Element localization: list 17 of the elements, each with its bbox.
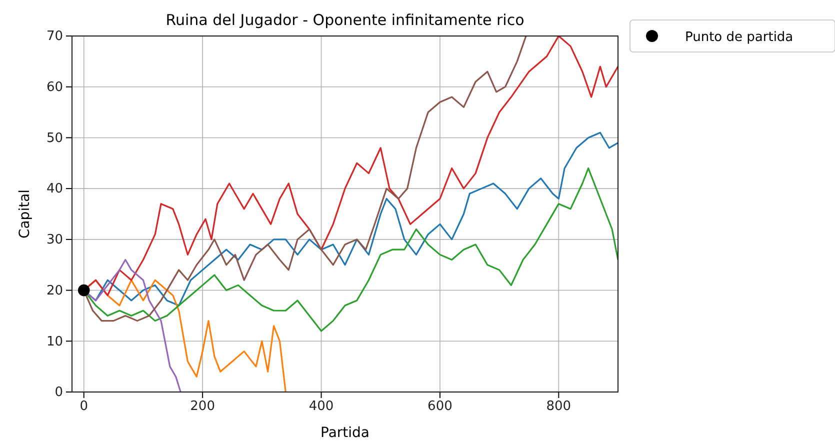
y-tick-label: 50 xyxy=(46,130,63,146)
x-tick-label: 200 xyxy=(190,399,215,414)
y-tick-label: 60 xyxy=(46,80,63,96)
x-tick-label: 400 xyxy=(308,399,334,414)
y-tick-label: 10 xyxy=(46,334,63,350)
x-tick-label: 600 xyxy=(428,399,452,414)
x-tick-label: 0 xyxy=(80,399,88,414)
x-axis-title: Partida xyxy=(320,425,370,441)
x-tick-label: 800 xyxy=(546,399,572,414)
legend-label: Punto de partida xyxy=(685,30,794,45)
y-tick-label: 0 xyxy=(54,385,63,400)
y-tick-label: 70 xyxy=(46,29,63,44)
chart-title: Ruina del Jugador - Oponente infinitamente rico xyxy=(166,11,524,29)
y-axis-title: Capital xyxy=(17,189,33,239)
y-tick-label: 40 xyxy=(46,182,63,197)
y-tick-label: 30 xyxy=(46,232,63,248)
y-tick-label: 20 xyxy=(46,283,63,298)
